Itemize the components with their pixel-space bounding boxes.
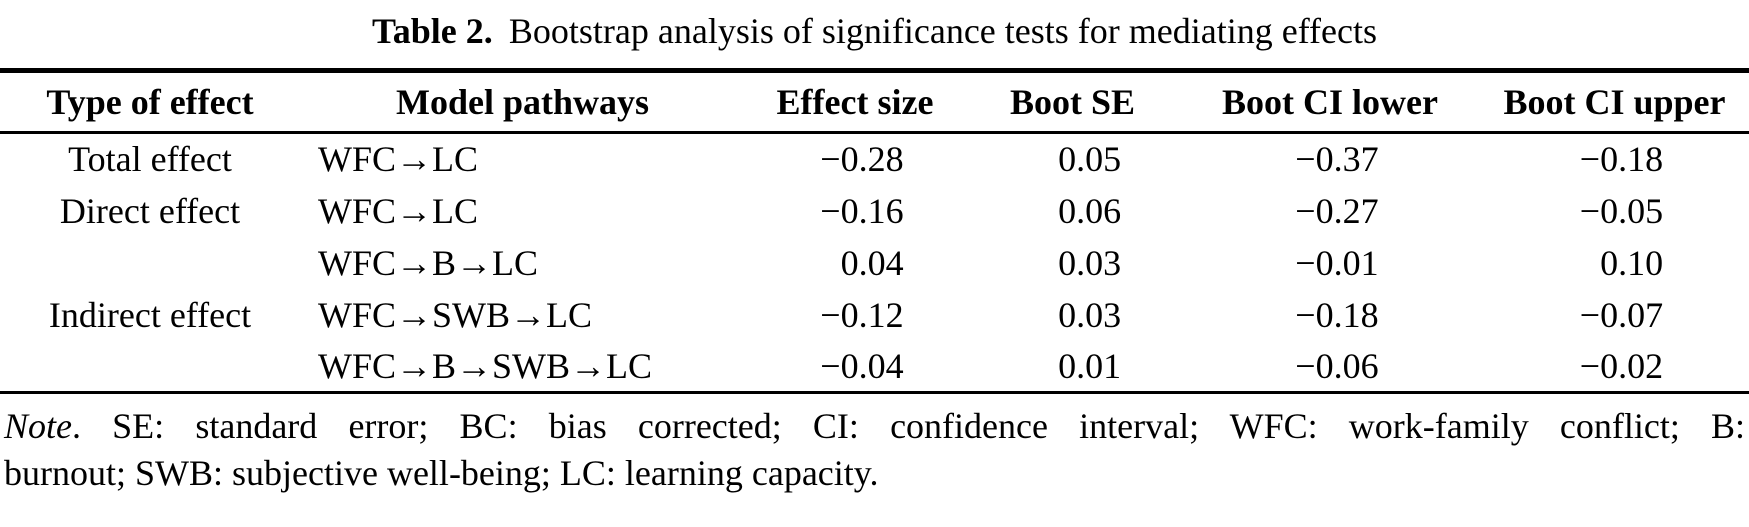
cell-effect-type: Total effect — [68, 139, 232, 180]
table-note-text-1: . SE: standard error; BC: bias corrected… — [72, 406, 1745, 446]
cell-effect-size: −0.16 — [820, 190, 904, 231]
cell-boot-se: 0.03 — [1058, 242, 1122, 283]
bootstrap-results-table: Type of effect Model pathways Effect siz… — [0, 68, 1749, 394]
cell-ci-lower: −0.01 — [1295, 242, 1379, 283]
cell-ci-lower: −0.18 — [1295, 294, 1379, 335]
col-header-boot-ci-lower: Boot CI lower — [1222, 82, 1438, 122]
col-header-type-of-effect: Type of effect — [46, 82, 254, 122]
cell-effect-size: −0.28 — [820, 139, 904, 180]
table-row: Total effect WFC→LC −0.28 0.05 −0.37 −0.… — [0, 133, 1749, 185]
table-row: Direct effect WFC→LC −0.16 0.06 −0.27 −0… — [0, 185, 1749, 237]
table-header-row: Type of effect Model pathways Effect siz… — [0, 71, 1749, 133]
cell-boot-se: 0.06 — [1058, 190, 1122, 231]
cell-ci-upper: −0.02 — [1579, 345, 1664, 386]
table-note-label: Note — [4, 406, 72, 446]
cell-ci-lower: −0.37 — [1295, 139, 1379, 180]
cell-boot-se: 0.05 — [1058, 139, 1122, 180]
col-header-boot-ci-upper: Boot CI upper — [1503, 82, 1726, 122]
cell-pathway: WFC→B→SWB→LC — [318, 345, 653, 386]
cell-pathway: WFC→LC — [318, 139, 479, 180]
cell-pathway: WFC→B→LC — [318, 242, 539, 283]
cell-ci-lower: −0.06 — [1295, 345, 1379, 386]
table-row: WFC→B→SWB→LC −0.04 0.01 −0.06 −0.02 — [0, 341, 1749, 393]
table-caption-number: Table 2. — [371, 11, 493, 51]
cell-effect-type — [0, 341, 300, 393]
cell-effect-size: −0.04 — [820, 345, 904, 386]
cell-ci-upper: 0.10 — [1600, 242, 1664, 283]
cell-effect-type — [0, 237, 300, 289]
table-row: Indirect effect WFC→SWB→LC −0.12 0.03 −0… — [0, 289, 1749, 341]
cell-effect-size: −0.12 — [820, 294, 904, 335]
cell-boot-se: 0.03 — [1058, 294, 1122, 335]
cell-pathway: WFC→SWB→LC — [318, 294, 593, 335]
cell-ci-lower: −0.27 — [1295, 190, 1379, 231]
col-header-boot-se: Boot SE — [1009, 82, 1136, 122]
table-note-line-2: burnout; SWB: subjective well-being; LC:… — [4, 453, 879, 493]
cell-ci-upper: −0.18 — [1579, 139, 1664, 180]
table-note-line-1: Note. SE: standard error; BC: bias corre… — [4, 403, 1745, 450]
cell-pathway: WFC→LC — [318, 190, 479, 231]
cell-effect-type: Direct effect — [59, 190, 241, 231]
col-header-model-pathways: Model pathways — [395, 82, 650, 122]
cell-effect-size: 0.04 — [840, 242, 904, 283]
table-note: Note. SE: standard error; BC: bias corre… — [0, 403, 1749, 497]
cell-ci-upper: −0.05 — [1579, 190, 1664, 231]
table-row: WFC→B→LC 0.04 0.03 −0.01 0.10 — [0, 237, 1749, 289]
cell-effect-type: Indirect effect — [48, 294, 252, 335]
col-header-effect-size: Effect size — [776, 82, 934, 122]
cell-ci-upper: −0.07 — [1579, 294, 1664, 335]
table-caption-text: Bootstrap analysis of significance tests… — [508, 11, 1377, 51]
table-caption: Table 2. Bootstrap analysis of significan… — [0, 0, 1749, 68]
cell-boot-se: 0.01 — [1058, 345, 1122, 386]
